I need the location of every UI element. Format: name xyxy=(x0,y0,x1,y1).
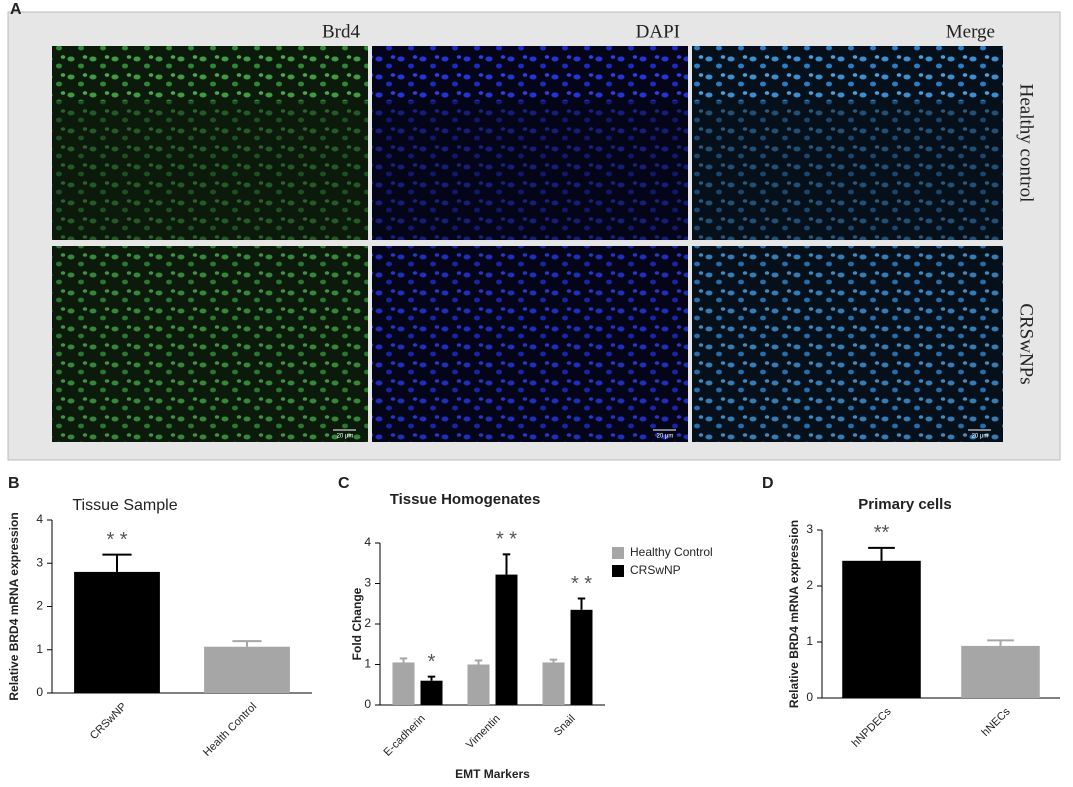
y-tick-label: 0 xyxy=(36,685,43,699)
epithelium xyxy=(52,46,368,101)
epithelium xyxy=(692,46,1003,101)
legend-swatch xyxy=(612,565,624,577)
x-tick-label: Snail xyxy=(552,713,578,739)
scale-bar-label: 20 μm xyxy=(337,434,354,440)
y-axis-label: Relative BRD4 mRNA expression xyxy=(7,512,21,700)
significance: * * xyxy=(106,529,127,551)
x-axis-label: EMT Markers xyxy=(455,767,530,781)
nuclei xyxy=(52,246,368,442)
y-axis-label: Fold Change xyxy=(350,587,364,660)
column-title: DAPI xyxy=(636,21,680,42)
panel-label: B xyxy=(8,475,20,492)
y-tick-label: 2 xyxy=(36,599,43,613)
bar xyxy=(74,571,160,693)
bar xyxy=(495,574,518,705)
x-tick-label: E-cadherin xyxy=(382,713,428,759)
y-tick-label: 3 xyxy=(806,522,813,536)
y-tick-label: 4 xyxy=(36,512,43,526)
y-tick-label: 4 xyxy=(364,535,371,549)
x-tick-label: hNPDECs xyxy=(850,705,894,749)
x-tick-label: Health Control xyxy=(201,701,259,759)
row-label: Healthy control xyxy=(1016,84,1037,203)
significance: * xyxy=(428,651,436,673)
chart-title: Primary cells xyxy=(858,496,951,513)
epithelium xyxy=(372,46,688,101)
x-tick-label: hNECs xyxy=(980,705,1013,738)
bar xyxy=(467,664,490,705)
panel-label: A xyxy=(10,1,22,18)
y-tick-label: 0 xyxy=(364,697,371,711)
micrographs: 20 μm 20 μm 20 μm xyxy=(52,46,1003,442)
bar xyxy=(961,645,1040,698)
y-tick-label: 0 xyxy=(806,690,813,704)
y-tick-label: 1 xyxy=(364,657,371,671)
bar xyxy=(392,662,415,705)
legend-label: Healthy Control xyxy=(630,545,713,559)
y-tick-label: 3 xyxy=(364,576,371,590)
y-tick-label: 3 xyxy=(36,555,43,569)
panel-label: C xyxy=(338,475,350,492)
scale-bar-label: 20 μm xyxy=(657,434,674,440)
legend-label: CRSwNP xyxy=(630,563,681,577)
nuclei xyxy=(692,246,1003,442)
y-tick-label: 2 xyxy=(806,578,813,592)
chart-title: Tissue Homogenates xyxy=(390,491,541,508)
bar xyxy=(570,609,593,705)
column-title: Brd4 xyxy=(322,21,361,42)
bar xyxy=(420,680,443,705)
y-axis-label: Relative BRD4 mRNA expression xyxy=(787,520,801,708)
significance: * * xyxy=(571,573,592,595)
bar xyxy=(842,560,921,698)
column-title: Merge xyxy=(946,21,995,42)
bar xyxy=(542,662,565,705)
y-tick-label: 1 xyxy=(36,642,43,656)
significance: * * xyxy=(496,529,517,551)
scale-bar-label: 20 μm xyxy=(972,434,989,440)
x-tick-label: CRSwNP xyxy=(88,701,129,742)
panel-label: D xyxy=(762,475,774,492)
chart-title: Tissue Sample xyxy=(72,497,177,514)
legend-swatch xyxy=(612,547,624,559)
nuclei xyxy=(372,246,688,442)
row-label: CRSwNPs xyxy=(1016,303,1037,384)
significance: ** xyxy=(874,522,890,544)
y-tick-label: 2 xyxy=(364,616,371,630)
bar xyxy=(204,646,290,693)
x-tick-label: Vimentin xyxy=(464,713,503,752)
y-tick-label: 1 xyxy=(806,634,813,648)
